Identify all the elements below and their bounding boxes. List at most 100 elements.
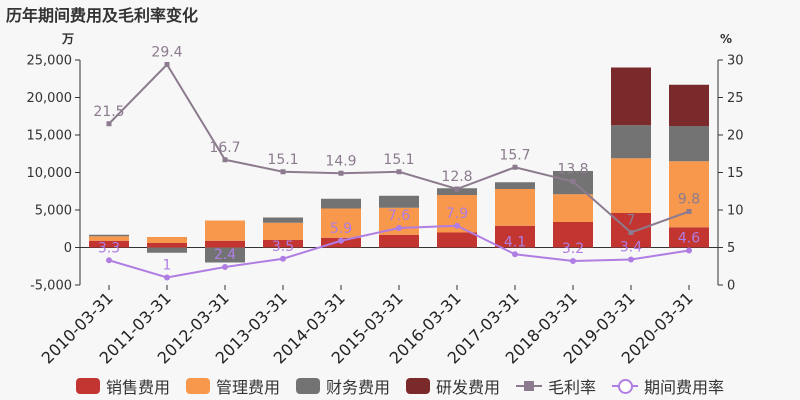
line-point (454, 186, 460, 192)
data-label: 4.1 (504, 234, 526, 250)
line-point (454, 222, 460, 229)
line-point (396, 169, 402, 175)
legend-item[interactable]: 销售费用 (75, 374, 170, 398)
data-label: 15.1 (383, 152, 414, 168)
data-label: 3.3 (98, 240, 120, 256)
bar-segment (205, 220, 245, 241)
right-tick-label: 30 (727, 54, 744, 69)
left-tick-label: 15,000 (27, 129, 73, 144)
bar-segment (205, 247, 245, 263)
line-point (396, 225, 402, 231)
left-tick-label: 5,000 (35, 204, 72, 219)
data-labels-group: 21.5 29.4 16.7 15.1 14.9 15.1 12.8 15.7 13.8 7 9.8… (93, 45, 700, 274)
legend-swatch (185, 378, 210, 394)
legend-item[interactable]: 毛利率 (516, 374, 596, 398)
data-label: 3.2 (562, 241, 584, 257)
legend-item[interactable]: 财务费用 (295, 374, 390, 398)
bar-segment (147, 237, 187, 243)
data-label: 12.8 (441, 169, 472, 185)
line-point (164, 62, 170, 67)
bar-segment (611, 158, 651, 213)
chart-canvas: -5,000 0 5,000 10,000 15,000 20,000 25,000 0 5 10… (27, 32, 744, 368)
left-tick-label: -5,000 (30, 279, 72, 294)
legend: 销售费用 管理费用 财务费用 研发费用 毛利率 期间费用率 (0, 374, 800, 398)
bar-segment (669, 84, 709, 126)
lines-group (106, 62, 692, 281)
bar-segment (321, 208, 361, 238)
legend-circle-marker (618, 379, 634, 394)
data-label: 7.9 (446, 206, 468, 222)
bar-segment (205, 240, 245, 248)
legend-item[interactable]: 期间费用率 (612, 374, 724, 398)
chart-title: 历年期间费用及毛利率变化 (6, 6, 199, 25)
data-label: 14.9 (325, 153, 356, 169)
data-label: 4.6 (678, 231, 700, 247)
legend-swatch (406, 378, 430, 394)
data-label: 15.7 (499, 147, 530, 163)
legend-item[interactable]: 管理费用 (185, 374, 280, 398)
legend-line-swatch (516, 378, 543, 394)
right-tick-label: 20 (727, 129, 744, 144)
bar-segment (379, 195, 419, 208)
bar-segment (263, 222, 303, 240)
data-label: 7 (627, 213, 636, 229)
bar-segment (553, 194, 593, 222)
legend-label: 管理费用 (215, 378, 280, 397)
data-label: 1 (163, 258, 172, 274)
data-label: 21.5 (93, 104, 124, 120)
bar-segment (263, 240, 303, 248)
line-point (338, 237, 344, 244)
line-point (686, 247, 692, 254)
left-tick-label: 25,000 (27, 54, 73, 69)
bar-segment (263, 217, 303, 223)
bar-segment (495, 189, 535, 226)
left-tick-label: 0 (64, 241, 72, 256)
line-point (106, 121, 112, 127)
data-label: 13.8 (557, 162, 588, 178)
line-point (512, 164, 518, 170)
line-point (280, 255, 286, 262)
bar-segment (669, 227, 709, 248)
bar-segment (611, 67, 651, 126)
line-point (512, 251, 518, 258)
line-point (280, 169, 286, 175)
bar-segment (147, 243, 187, 248)
bar-segment (437, 232, 477, 248)
bar-segment (89, 236, 129, 241)
legend-item[interactable]: 研发费用 (406, 374, 500, 398)
legend-line-swatch (612, 378, 639, 394)
legend-swatch (75, 378, 100, 394)
bar-segment (321, 198, 361, 209)
line-point (106, 257, 112, 264)
legend-square-marker (524, 381, 535, 391)
left-tick-label: 20,000 (27, 91, 73, 106)
data-label: 3.4 (620, 240, 642, 256)
data-label: 7.6 (388, 208, 410, 224)
bar-segment (147, 247, 187, 253)
data-label: 15.1 (267, 152, 298, 168)
data-label: 5.9 (330, 221, 352, 237)
bar-segment (669, 126, 709, 162)
left-axis-unit: 万 (61, 32, 74, 46)
data-label: 2.4 (214, 247, 236, 263)
data-label: 3.5 (272, 239, 294, 255)
legend-label: 毛利率 (548, 378, 597, 397)
bar-segment (89, 240, 129, 248)
line-point (686, 209, 692, 214)
data-label: 9.8 (678, 192, 700, 208)
bar-segment (495, 225, 535, 248)
legend-label: 销售费用 (105, 378, 170, 397)
bar-segment (553, 222, 593, 248)
right-tick-label: 25 (727, 91, 744, 106)
line-point (164, 274, 170, 281)
line-point (570, 258, 576, 264)
bar-segment (495, 182, 535, 189)
left-tick-label: 10,000 (27, 166, 73, 181)
data-label: 29.4 (151, 45, 182, 61)
legend-label: 财务费用 (325, 378, 390, 397)
right-tick-label: 0 (727, 279, 735, 294)
legend-swatch (295, 378, 320, 394)
right-axis-unit: % (720, 32, 732, 46)
line-point (338, 170, 344, 176)
line-point (570, 179, 576, 184)
